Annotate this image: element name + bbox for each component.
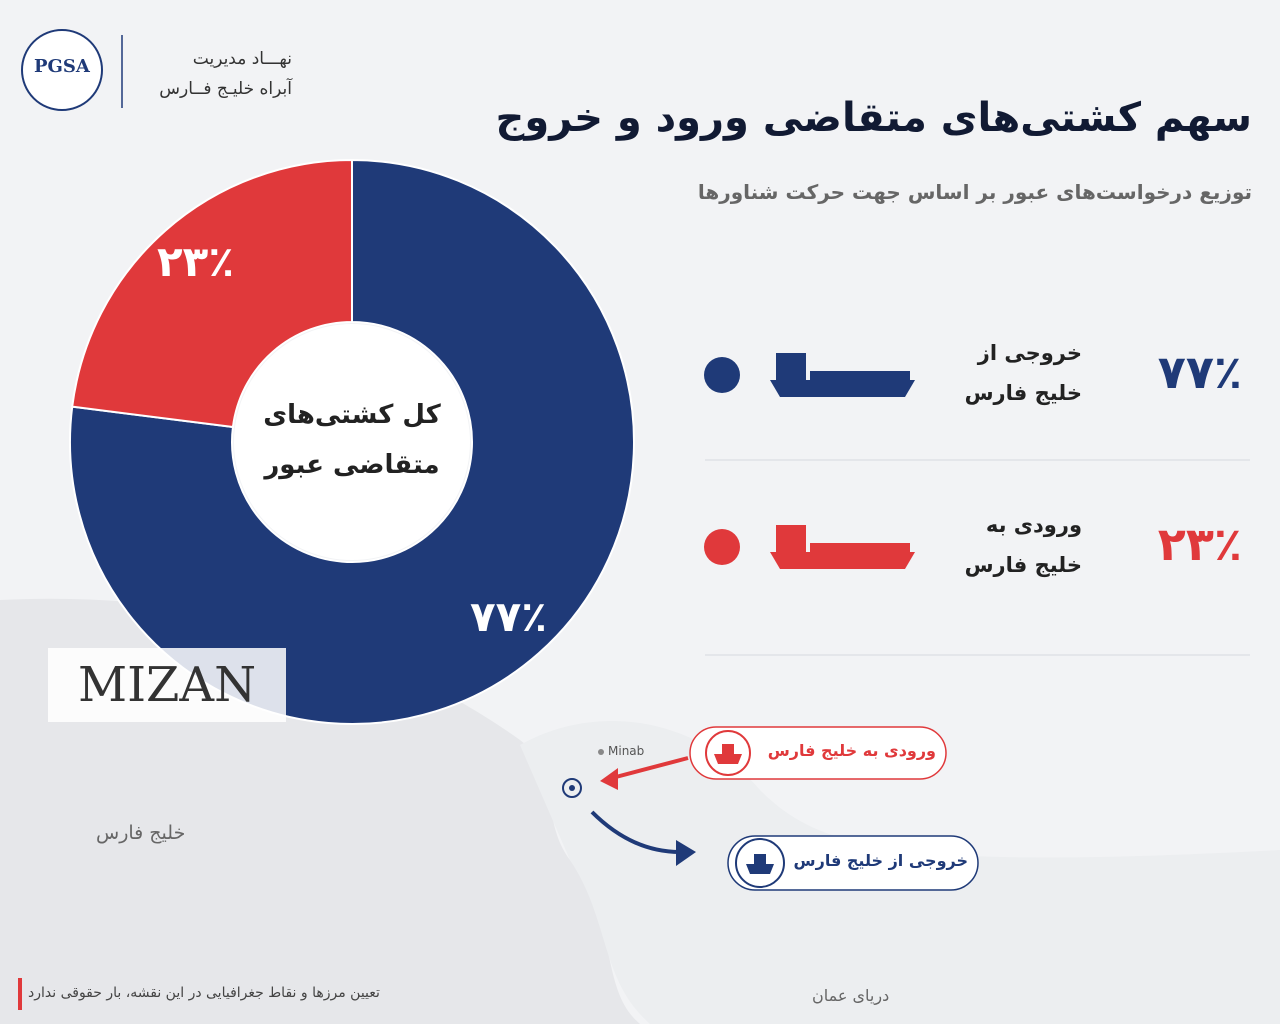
donut-slice (69, 158, 635, 725)
org-line: آبراه خلیـج فــارس (159, 79, 292, 99)
donut-hole (234, 324, 470, 560)
callout-text: ورودی به خلیج فارس (767, 741, 936, 760)
legend-dot (704, 529, 740, 565)
map-label: دریای عمان (812, 986, 890, 1005)
chart-subtitle: توزیع درخواست‌های عبور بر اساس جهت حرکت … (697, 180, 1252, 204)
legend-value: ۷۷٪ (1157, 345, 1242, 399)
slice-label: ۲۳٪ (157, 237, 234, 286)
donut-chart: ۷۷٪ ۲۳٪ (69, 158, 635, 725)
ship-icon (746, 854, 774, 874)
callout-text: خروجی از خلیج فارس (793, 851, 968, 870)
watermark: MIZAN (48, 648, 286, 722)
donut-slice (71, 158, 353, 429)
org-name: نهـــاد مدیریت آبراه خلیـج فــارس (130, 44, 292, 104)
arrow (611, 756, 689, 780)
logo-text: PGSA (34, 56, 90, 77)
ship-deck (810, 543, 910, 552)
arrow-head (676, 840, 696, 866)
ship-icon (714, 744, 742, 764)
ship-hull (770, 380, 915, 397)
org-line: نهـــاد مدیریت (192, 49, 292, 69)
arrow (590, 810, 681, 854)
strait-marker (562, 778, 582, 798)
legend-value: ۲۳٪ (1157, 517, 1242, 571)
ship-bridge (776, 353, 806, 380)
legend-label: ورودی به خلیج فارس (964, 513, 1082, 577)
arrow-head (600, 768, 618, 790)
ship-hull (770, 552, 915, 569)
slice-label: ۷۷٪ (470, 592, 547, 641)
legend-label: خروجی از خلیج فارس (964, 341, 1082, 405)
ship-icon (770, 353, 915, 397)
callout (727, 835, 979, 891)
strait-marker (569, 785, 575, 791)
ship-bridge (776, 525, 806, 552)
map-label: خلیج فارس (96, 822, 186, 844)
disclaimer: تعیین مرزها و نقاط جغرافیایی در این نقشه… (28, 985, 380, 1001)
chart-title: سهم کشتی‌های متقاضی ورود و خروج (495, 95, 1252, 141)
ship-deck (810, 371, 910, 380)
ship-icon (770, 525, 915, 569)
logo-circle (21, 29, 103, 111)
city-dot (598, 749, 604, 755)
callout (689, 726, 947, 780)
accent-bar (18, 978, 22, 1010)
legend-dot (704, 357, 740, 393)
city-label: Minab (608, 744, 645, 758)
center-label: کل کشتی‌های متقاضی عبور (263, 400, 441, 480)
